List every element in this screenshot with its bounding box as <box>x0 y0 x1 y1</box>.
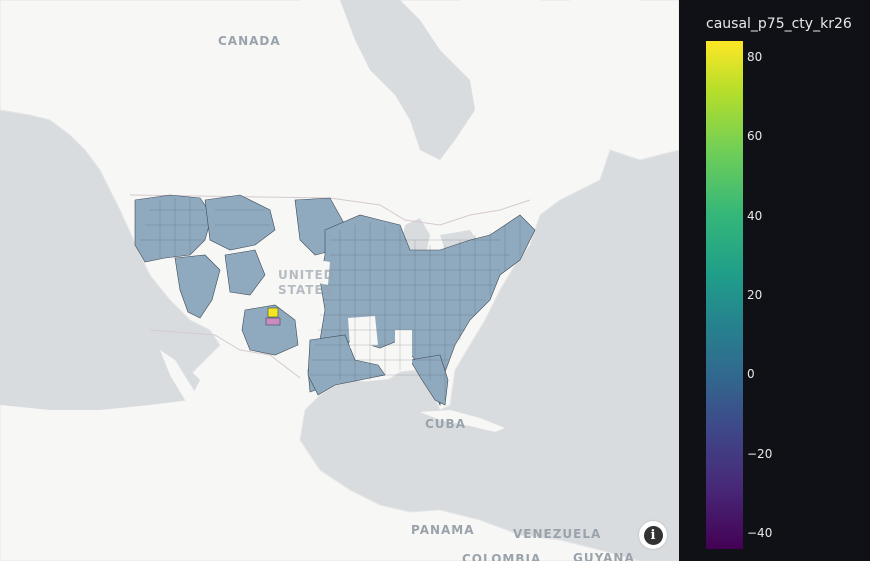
county-region-nevada-utah[interactable] <box>174 254 221 319</box>
border-canada-us <box>129 194 531 226</box>
county-region-wyoming-colorado[interactable] <box>224 249 266 296</box>
label-colombia: COLOMBIA <box>462 552 542 561</box>
colorbar-tick-label: 20 <box>747 288 763 302</box>
label-states: STATES <box>278 283 334 297</box>
county-region-arizona-nm[interactable] <box>241 304 299 356</box>
county-region-florida[interactable] <box>409 354 449 406</box>
colorbar-tick-label: 0 <box>747 367 755 382</box>
label-venezuela: VENEZUELA <box>513 527 602 541</box>
missing-region-plains <box>318 260 330 285</box>
border-us-mexico <box>149 329 301 379</box>
water-caribbean <box>450 430 679 520</box>
label-cuba: CUBA <box>425 417 466 431</box>
county-outlier-high[interactable] <box>267 307 279 318</box>
label-united: UNITED <box>278 268 335 282</box>
county-layer[interactable] <box>134 194 536 406</box>
colorbar-gradient <box>706 41 743 549</box>
land-baja <box>160 350 215 432</box>
colorbar-tick-label: 80 <box>747 49 763 64</box>
water-pacific <box>0 300 200 410</box>
map-svg <box>0 0 679 561</box>
county-grid-texture <box>140 198 521 400</box>
land-cuba <box>420 410 505 432</box>
colorbar-tick-label: −40 <box>747 526 773 541</box>
map-canvas[interactable]: CANADA UNITED STATES CUBA PANAMA VENEZUE… <box>0 0 679 561</box>
label-guyana: GUYANA <box>573 551 635 561</box>
missing-region-georgia <box>395 330 412 365</box>
colorbar-title: causal_p75_cty_kr26 <box>706 16 852 32</box>
county-region-idaho-montana[interactable] <box>204 194 276 251</box>
info-button[interactable]: i <box>639 521 667 549</box>
missing-region-arkansas <box>348 316 378 348</box>
colorbar-tick-label: −20 <box>747 446 773 461</box>
county-region-northwest[interactable] <box>134 194 213 263</box>
land-arctic-islands <box>300 0 650 70</box>
colorbar-panel: causal_p75_cty_kr26 80 60 40 20 0 −20 −40 <box>679 0 870 561</box>
water-hudson-bay <box>340 0 475 160</box>
water-gulf-of-mexico <box>320 378 440 455</box>
label-panama: PANAMA <box>411 523 475 537</box>
label-canada: CANADA <box>218 34 281 48</box>
colorbar-tick-label: 60 <box>747 129 763 144</box>
colorbar-tick-label: 40 <box>747 208 763 223</box>
county-outlier-low[interactable] <box>265 317 281 326</box>
info-icon: i <box>643 525 663 545</box>
